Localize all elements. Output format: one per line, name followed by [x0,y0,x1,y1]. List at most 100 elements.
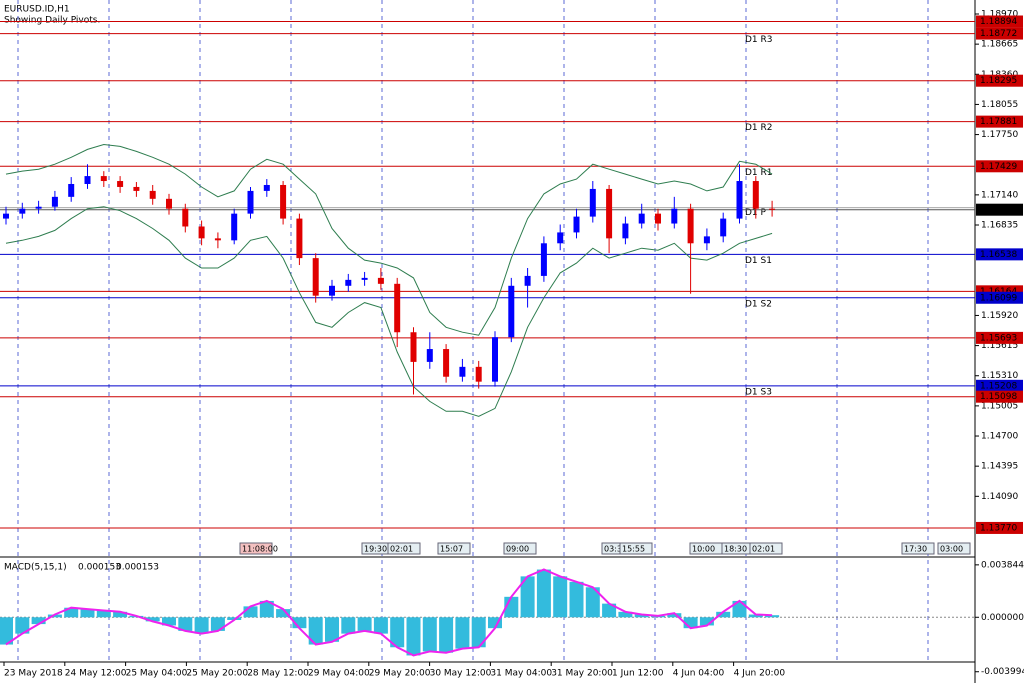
macd-bar [585,587,600,618]
level-label: 1.15693 [980,333,1017,343]
candle-body [312,258,319,296]
macd-bar [602,603,617,618]
macd-bar [553,576,568,618]
y-tick-label: 1.14395 [981,462,1018,472]
macd-bar [618,611,633,618]
macd-bar [422,617,437,652]
macd-bar [47,614,62,618]
candle-body [68,183,75,197]
time-strip-label: 19:30 [364,545,387,554]
level-box [976,390,1023,403]
candle-body [769,208,776,210]
current-price-box [976,203,1023,216]
y-tick-label: 1.14090 [981,492,1018,502]
time-strip-label: 09:00 [506,545,529,554]
pivot-name: D1 S3 [745,387,772,397]
time-strip-box [239,542,273,555]
level-box [976,27,1023,40]
y-tick-label: 1.16835 [981,221,1018,231]
macd-bar [64,607,79,618]
candle-body [459,366,466,377]
macd-bar [699,617,714,626]
candle-body [736,181,743,219]
candle-body [475,366,482,382]
candle-body [687,208,694,244]
pivot-name: D1 R1 [745,168,773,178]
time-strip-label: 10:00 [692,545,715,554]
time-strip-box [619,542,653,555]
candle-body [149,190,156,199]
level-box [976,379,1023,392]
level-box [976,74,1023,87]
x-tick-label: 28 May 12:00 [247,669,309,679]
macd-bar [765,615,780,618]
candle-body [117,181,124,187]
y-tick-label: 1.14700 [981,432,1018,442]
macd-bar [748,614,763,618]
y-tick-label: 1.18055 [981,100,1018,110]
macd-tick-label: 0.000000 [981,613,1024,623]
candle-body [720,218,727,237]
x-tick-label: 30 May 12:00 [430,669,492,679]
level-label: 1.16538 [980,250,1017,260]
candle-body [589,188,596,217]
candle-body [35,206,42,209]
x-tick-label: 31 May 04:00 [490,669,552,679]
macd-bar [178,617,193,631]
candle-body [394,283,401,333]
candle-body [703,236,710,244]
y-tick-label: 1.15615 [981,341,1018,351]
candle-body [557,232,564,244]
level-box [976,521,1023,534]
candle-body [524,275,531,286]
candle-body [3,213,9,219]
macd-bar [96,610,111,618]
level-box [976,248,1023,261]
candle-body [345,279,352,286]
candle-body [443,349,450,377]
macd-bar [406,617,421,656]
time-strip-box [937,542,971,555]
y-tick-label: 1.17140 [981,190,1018,200]
macd-bar [194,617,209,634]
candle-body [377,277,384,284]
macd-bar [80,609,95,618]
candle-body [361,277,368,280]
candle-body [263,184,270,191]
candle-body [410,332,417,362]
macd-bar [15,617,30,634]
macd-bar [210,617,225,631]
level-box [976,291,1023,304]
x-tick-label: 25 May 20:00 [186,669,248,679]
candle-body [280,184,287,219]
candle-body [84,176,91,184]
candle-body [606,188,613,239]
macd-bar [683,617,698,629]
x-tick-label: 24 May 12:00 [65,669,127,679]
candle-body [51,196,58,207]
macd-bar [308,617,323,645]
current-price-label: 1.16990 [980,205,1017,215]
macd-bar [162,617,176,626]
candle-body [492,337,498,382]
candle-body [198,226,205,239]
level-label: 1.17429 [980,162,1017,172]
candle-body [166,198,172,209]
level-box [976,15,1023,28]
time-strip-box [749,542,783,555]
time-strip-box [387,542,421,555]
level-label: 1.18894 [980,17,1017,27]
macd-bar [227,617,242,620]
time-strip-label: 02:01 [752,545,775,554]
level-label: 1.18295 [980,76,1017,86]
plot-bg [0,0,975,683]
time-strip-label: 15:55 [622,545,645,554]
macd-bar [716,611,731,618]
candle-body [247,190,254,214]
macd-bar [31,617,46,625]
time-strip-label: 15:07 [440,545,463,554]
time-strip-label: 02:01 [390,545,413,554]
macd-bar [145,617,160,622]
candle-body [296,218,303,259]
x-tick-label: 23 May 2018 [4,669,63,679]
